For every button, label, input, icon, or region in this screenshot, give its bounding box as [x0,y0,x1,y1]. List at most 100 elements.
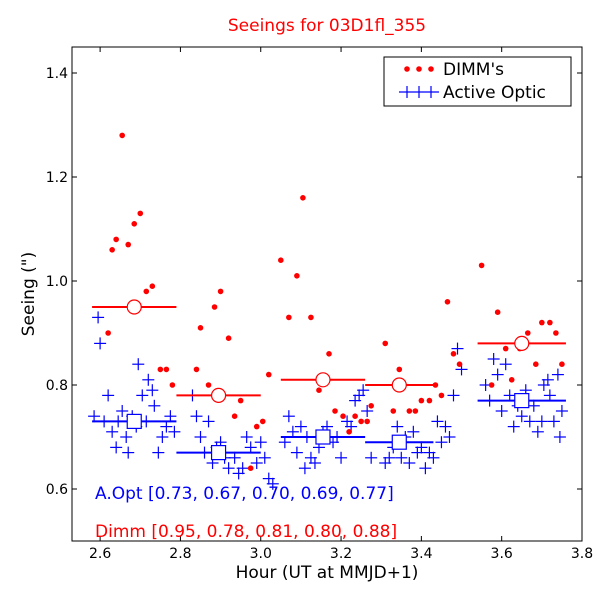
active-optic-point [164,410,177,423]
active-optic-point [294,420,307,433]
legend: DIMM's Active Optic [383,56,572,107]
active-optic-point [282,410,295,423]
active-optic-point [555,405,568,417]
dimm-point [547,319,553,326]
dimm-point [143,288,150,295]
dimm-point [396,366,403,373]
dimm-point [265,371,272,378]
active-optic-point [266,477,279,490]
active-optic-point [541,373,554,386]
legend-active-optic-marker [399,86,439,98]
active-optic-point [202,415,215,428]
active-optic-point [222,462,235,475]
active-optic-point [365,451,378,464]
active-optic-point [495,405,508,417]
active-optic-point [152,446,165,459]
active-optic-point [523,415,536,428]
active-optic-point [491,368,504,381]
dimm-point [231,413,238,420]
dimm-point [308,314,314,321]
legend-dimm-marker [404,66,434,72]
dimm-point [502,345,509,352]
active-optic-point [427,451,440,464]
active-optic-average-marker [514,393,530,409]
dimm-point [412,408,419,414]
dimm-point [456,361,463,368]
dimm-point [326,351,332,357]
y-tick-label: 1.0 [46,274,68,290]
dimm-point [253,423,260,430]
active-optic-point [407,425,420,438]
active-optic-point [395,451,408,464]
active-optic-point [250,457,263,469]
dimm-average-marker [391,377,407,393]
y-tick-label: 0.8 [46,378,68,394]
x-tick-label: 3.0 [250,546,272,562]
active-optic-point [515,410,528,423]
dimm-point [225,335,232,342]
active-optic-point [122,446,135,459]
active-optic-point [507,420,520,433]
active-optic-point [415,441,428,454]
dimm-point [508,377,515,383]
active-optic-point [240,431,253,443]
dimm-point [149,283,156,290]
x-tick-label: 3.2 [330,546,352,562]
dimm-point [286,314,292,321]
active-optic-point [258,451,271,464]
active-optic-point [439,420,452,433]
active-optic-average-marker [126,413,142,429]
legend-active-optic-label: Active Optic [443,83,546,103]
dimm-point [450,351,457,357]
dimm-point [426,397,433,404]
active-optic-point [499,358,512,371]
active-optic-point [403,457,416,469]
active-optic-point [419,462,432,475]
dimm-point [438,392,445,399]
dimm-point [300,195,306,201]
active-optic-point [383,451,396,464]
active-optic-point [551,368,564,381]
dimm-point [197,325,204,331]
dimm-point [105,330,111,336]
active-optic-point [142,373,155,386]
dimm-point [131,221,138,227]
active-optic-point [190,410,203,423]
dimm-point [137,210,144,217]
active-optic-point [278,436,291,449]
y-axis-label: Seeing (") [19,252,39,337]
x-tick-label: 2.6 [89,546,111,562]
dimm-point [488,382,495,388]
dimm-point [368,403,374,409]
active-optic-point [487,353,500,365]
dimm-point [406,408,413,414]
active-optic-point [92,311,105,324]
active-optic-point [156,431,169,443]
active-optic-point [236,462,249,475]
active-optic-point [535,415,548,428]
active-optic-point [335,451,348,464]
chart-title: Seeings for 03D1fl_355 [228,16,426,36]
active-optic-point [88,410,101,423]
plot-marks [88,132,568,490]
dimm-point [169,382,176,388]
active-optic-point [391,420,404,433]
dimm-average-marker [210,387,227,403]
dimm-point [553,330,559,336]
dimm-point [478,262,485,269]
active-optic-point [451,342,464,355]
dimm-average-marker [315,372,331,388]
y-tick-label: 1.2 [46,170,68,186]
dimm-point [539,319,545,326]
dimm-point [418,397,425,404]
dimm-point [524,330,531,336]
x-axis-label: Hour (UT at MMJD+1) [236,563,419,583]
active-optic-point [290,446,303,459]
dimm-point [346,429,352,435]
x-tick-label: 3.8 [571,546,593,562]
dimm-point [340,413,346,420]
active-optic-point [503,389,516,402]
dimm-point [217,288,224,295]
dimm-point [358,418,364,425]
plot-axes: 2.6 2.8 3.0 3.2 3.4 3.6 3.8 0.6 0.8 1.0 1.2 1.4 [46,46,593,562]
